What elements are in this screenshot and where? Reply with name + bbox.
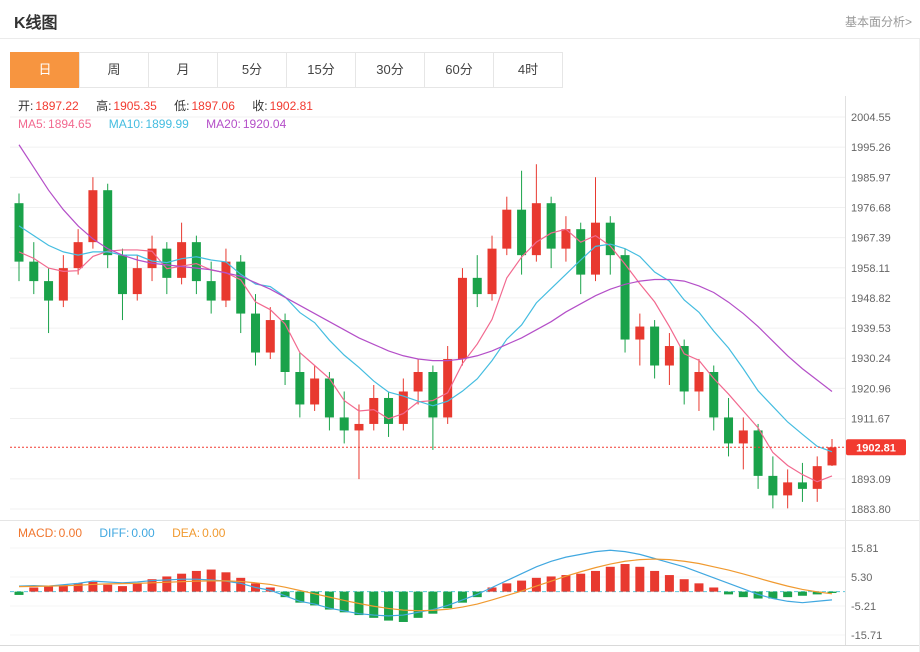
low-value: 1897.06: [191, 99, 235, 113]
low-label: 低:: [174, 99, 190, 113]
macd-value: 0.00: [58, 526, 83, 540]
svg-text:-5.21: -5.21: [851, 601, 876, 613]
diff-value: 0.00: [131, 526, 155, 540]
ohlc-legend: 开: 1897.22 高: 1905.35 低: 1897.06 收: 1902.81: [18, 97, 327, 114]
svg-text:1911.67: 1911.67: [851, 414, 890, 426]
dea-value: 0.00: [202, 526, 226, 540]
svg-text:1958.11: 1958.11: [851, 263, 890, 275]
macd-label: MACD:: [18, 526, 57, 540]
svg-text:1920.96: 1920.96: [851, 383, 891, 395]
svg-text:15.81: 15.81: [851, 543, 879, 555]
open-label: 开:: [18, 99, 34, 113]
svg-text:1985.97: 1985.97: [851, 172, 891, 184]
tab-30min[interactable]: 30分: [355, 52, 425, 88]
tab-15min[interactable]: 15分: [286, 52, 356, 88]
svg-text:-15.71: -15.71: [851, 630, 882, 642]
ma20-label: MA20:: [206, 117, 241, 131]
svg-text:2004.55: 2004.55: [851, 112, 891, 124]
high-label: 高:: [96, 99, 112, 113]
current-price-badge: [846, 439, 906, 456]
ma10-value: 1899.99: [145, 117, 189, 131]
svg-text:1939.53: 1939.53: [851, 323, 891, 335]
ma10-label: MA10:: [108, 117, 144, 131]
high-value: 1905.35: [113, 99, 157, 113]
ma-legend: MA5: 1894.65 MA10: 1899.99 MA20: 1920.04: [18, 117, 300, 131]
period-tabs: 日 周 月 5分 15分 30分 60分 4时: [10, 52, 563, 88]
tab-month[interactable]: 月: [148, 52, 218, 88]
open-value: 1897.22: [35, 99, 79, 113]
svg-text:1893.09: 1893.09: [851, 474, 891, 486]
header: K线图 基本面分析>: [0, 0, 920, 39]
svg-text:1995.26: 1995.26: [851, 142, 891, 154]
close-label: 收:: [252, 99, 268, 113]
tab-day[interactable]: 日: [10, 52, 80, 88]
ma5-label: MA5:: [18, 117, 47, 131]
tab-60min[interactable]: 60分: [424, 52, 494, 88]
svg-text:1930.24: 1930.24: [851, 353, 891, 365]
ma5-value: 1894.65: [48, 117, 92, 131]
tab-week[interactable]: 周: [79, 52, 149, 88]
close-value: 1902.81: [269, 99, 313, 113]
diff-label: DIFF:: [99, 526, 130, 540]
tab-4hour[interactable]: 4时: [493, 52, 563, 88]
svg-text:1976.68: 1976.68: [851, 202, 891, 214]
ma20-value: 1920.04: [242, 117, 287, 131]
svg-text:1902.81: 1902.81: [856, 442, 896, 454]
svg-text:5.30: 5.30: [851, 572, 872, 584]
page-title: K线图: [14, 15, 58, 32]
fundamental-analysis-link[interactable]: 基本面分析>: [844, 15, 912, 29]
svg-text:1948.82: 1948.82: [851, 293, 891, 305]
tab-5min[interactable]: 5分: [217, 52, 287, 88]
dea-label: DEA:: [172, 526, 201, 540]
svg-text:1883.80: 1883.80: [851, 504, 891, 516]
macd-legend: MACD: 0.00 DIFF: 0.00 DEA: 0.00: [18, 526, 239, 540]
svg-text:1967.39: 1967.39: [851, 233, 891, 245]
